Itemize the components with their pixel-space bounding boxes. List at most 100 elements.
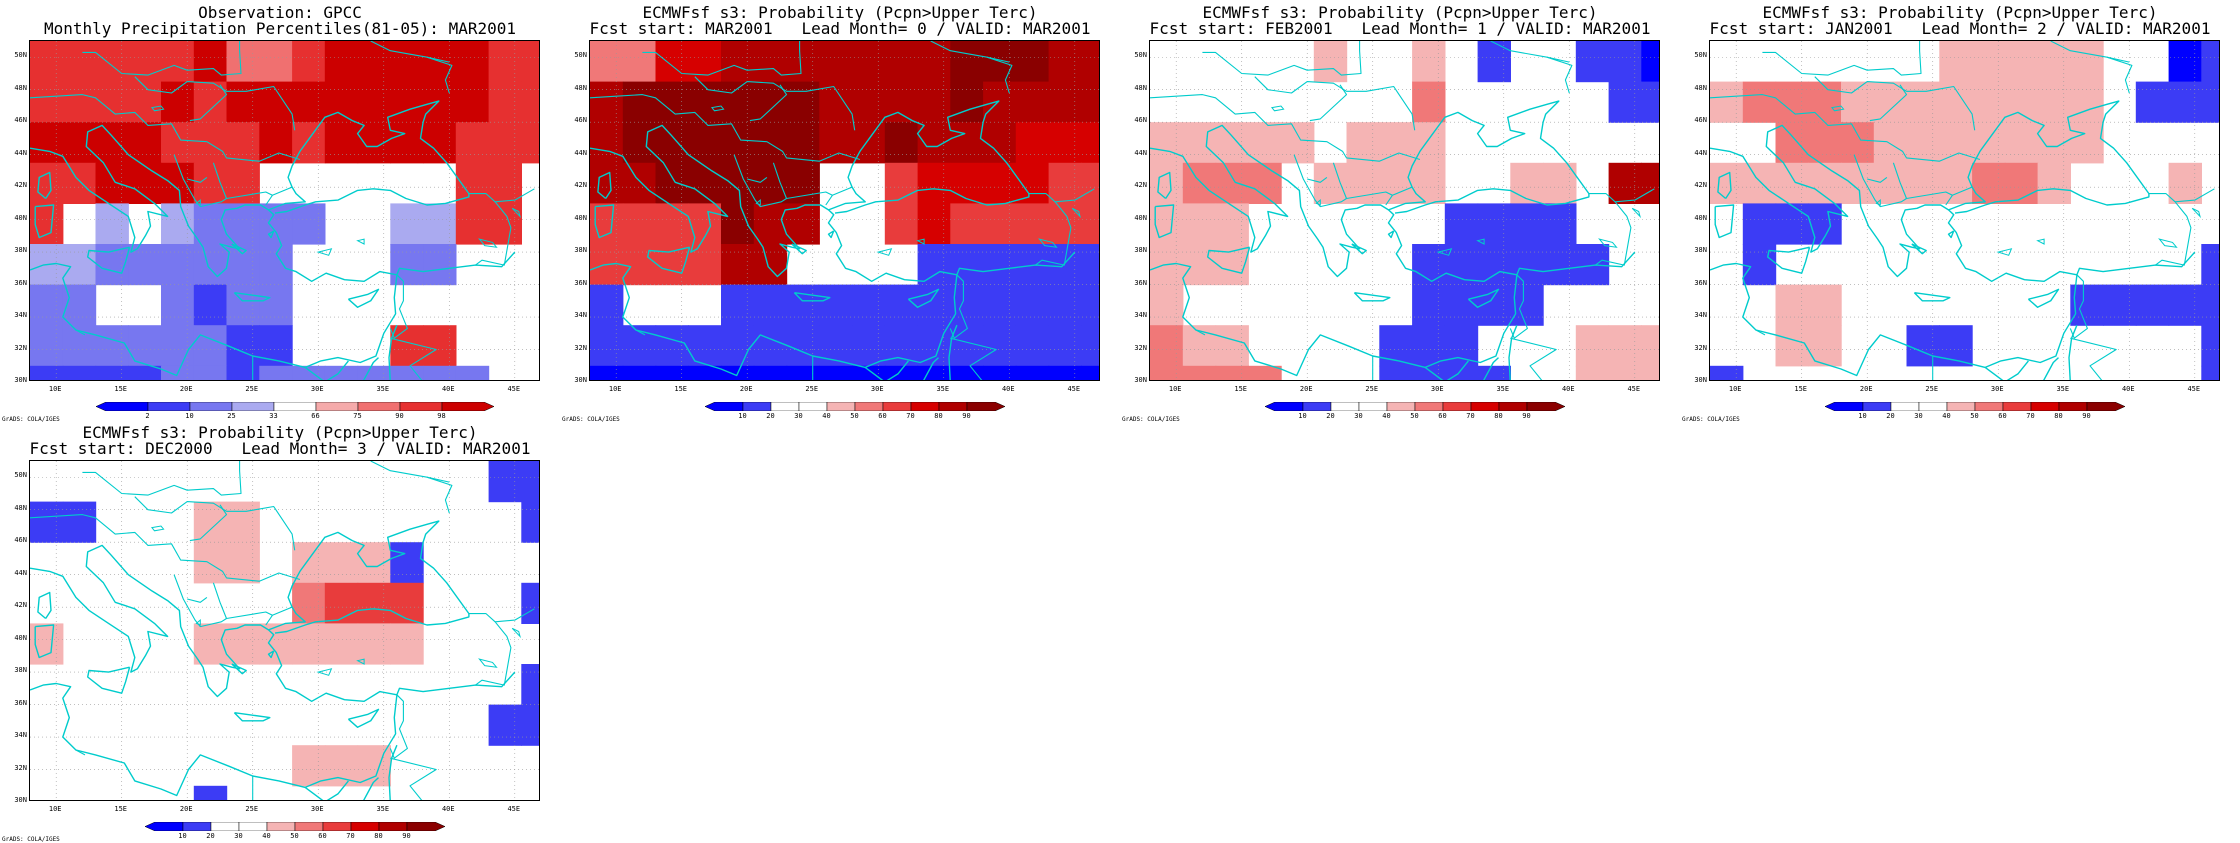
grid-cell: [390, 325, 424, 367]
lon-tick-label: 35E: [2056, 385, 2070, 393]
colorbar-label: 70: [906, 412, 915, 420]
grid-cell: [1444, 284, 1479, 326]
grid-cell: [983, 244, 1017, 286]
colorbar-swatch: [231, 402, 274, 411]
country-border: [642, 41, 802, 76]
country-border: [468, 193, 496, 203]
grid-cell: [753, 203, 788, 245]
country-border: [265, 194, 273, 206]
grid-cell: [193, 325, 228, 367]
colorbar-label: 30: [794, 412, 803, 420]
grid-cell: [95, 203, 129, 245]
lon-tick-label: 45E: [1627, 385, 1641, 393]
grid-cell: [390, 365, 424, 380]
grid-cell: [786, 122, 820, 164]
lake-outline: [511, 627, 521, 639]
grid-cell: [1248, 365, 1282, 380]
country-border: [749, 84, 788, 122]
panel-title: ECMWFsf s3: Probability (Pcpn>Upper Terc…: [82, 423, 478, 442]
grid-cell: [1808, 162, 1842, 204]
lake-outline: [511, 207, 521, 219]
grid-cell: [590, 81, 624, 123]
lat-tick-label: 48N: [574, 83, 587, 92]
grid-cell: [1841, 81, 1875, 123]
grid-cell: [128, 41, 162, 83]
country-border: [2070, 337, 2117, 380]
grid-cell: [884, 162, 919, 204]
grid-cell: [488, 122, 522, 164]
grid-cell: [1608, 81, 1642, 123]
grid-cell: [259, 41, 293, 83]
grid-cell: [2037, 162, 2071, 204]
grid-cell: [786, 365, 820, 380]
lat-tick-label: 32N: [574, 343, 587, 352]
lon-tick-label: 45E: [1067, 385, 1081, 393]
colorbar-swatch: [910, 402, 939, 411]
coastline: [1714, 204, 1735, 239]
grid-cell: [1215, 365, 1249, 380]
country-border: [30, 94, 301, 162]
grid-cell: [655, 203, 689, 245]
grid-cell: [259, 325, 293, 367]
lat-tick-label: 50N: [1134, 51, 1147, 60]
country-border: [1755, 329, 1766, 336]
grid-cell: [259, 365, 293, 380]
grid-cell: [1215, 325, 1249, 367]
lat-tick-label: 40N: [574, 213, 587, 222]
grid-cell: [1543, 244, 1577, 286]
country-border: [1254, 76, 1416, 131]
lon-tick-label: 30E: [870, 385, 884, 393]
country-border: [1510, 337, 1557, 380]
colorbar-swatch: [182, 822, 211, 831]
country-border: [2050, 41, 2133, 94]
lat-tick-label: 44N: [1134, 148, 1147, 157]
colorbar: [704, 402, 1005, 411]
colorbar-label: 50: [290, 832, 299, 840]
colorbar-label: 50: [1410, 412, 1419, 420]
grid-cell: [950, 81, 984, 123]
country-border: [1293, 154, 1413, 208]
colorbar-swatch: [882, 402, 911, 411]
grads-credit: GrADS: COLA/IGES: [1682, 416, 1740, 423]
grid-cell: [62, 122, 97, 164]
grid-cell: [2201, 325, 2219, 367]
lat-tick-label: 34N: [14, 311, 27, 320]
panel-observation: Observation: GPCC Monthly Precipitation P…: [0, 0, 560, 423]
grid-cell: [884, 284, 919, 326]
map-area: [29, 460, 540, 801]
grid-cell: [655, 365, 689, 380]
colorbar-swatch: [798, 402, 827, 411]
grid-cell: [1412, 162, 1446, 204]
colorbar-label: 2: [145, 412, 150, 420]
lat-tick-label: 40N: [14, 633, 27, 642]
grid-cell: [193, 162, 228, 204]
grid-cell: [1841, 122, 1875, 164]
grid-cell: [655, 325, 689, 367]
coastline: [347, 708, 380, 728]
coastline: [1483, 357, 1499, 380]
grid-cell: [357, 623, 391, 665]
country-border: [82, 461, 242, 496]
grid-cell: [1742, 203, 1777, 245]
colorbar-swatch: [322, 822, 351, 831]
grid-cell: [1048, 365, 1082, 380]
grid-cell: [521, 122, 539, 164]
coastline: [2027, 288, 2060, 308]
lat-tick-label: 50N: [574, 51, 587, 60]
lat-tick-label: 40N: [14, 213, 27, 222]
grid-cell: [1248, 162, 1282, 204]
grid-cell: [1575, 41, 1610, 83]
lon-tick-label: 10E: [48, 805, 62, 813]
lon-tick-label: 15E: [114, 805, 128, 813]
grid-cell: [1182, 365, 1217, 380]
grid-cell: [590, 365, 624, 380]
lon-tick-label: 35E: [376, 385, 390, 393]
lon-tick-label: 35E: [376, 805, 390, 813]
grid-cell: [1641, 162, 1659, 204]
grid-cell: [521, 81, 539, 123]
lat-tick-label: 50N: [14, 471, 27, 480]
grid-cell: [622, 365, 657, 380]
coastline: [1387, 230, 1395, 239]
lat-tick-label: 38N: [574, 246, 587, 255]
grid-cell: [1873, 122, 1908, 164]
